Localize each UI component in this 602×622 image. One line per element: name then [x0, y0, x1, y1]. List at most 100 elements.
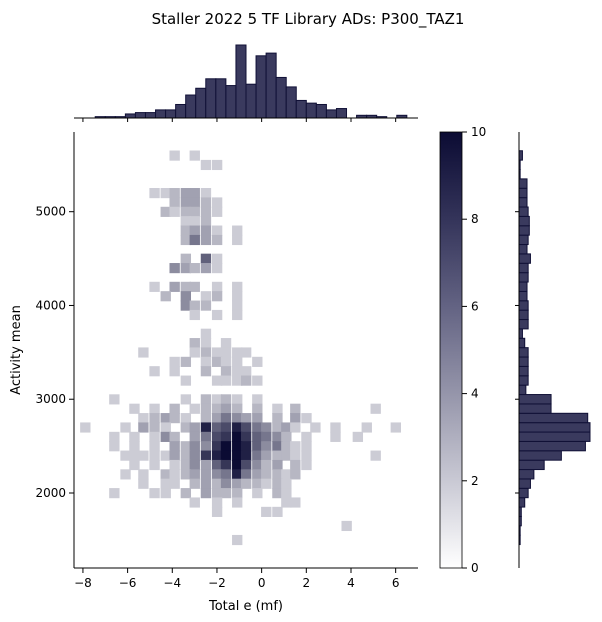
y-marginal-bar [518, 319, 529, 330]
heatmap-cell [109, 441, 120, 452]
heatmap-cell [180, 291, 192, 302]
heatmap-cell [211, 488, 223, 499]
heatmap-cell [200, 197, 212, 208]
heatmap-cell [272, 506, 283, 517]
heatmap-cell [169, 263, 180, 274]
heatmap-cell [252, 356, 263, 367]
heatmap-cell [232, 441, 243, 452]
x-marginal-bar [144, 112, 157, 119]
heatmap-cell [240, 347, 252, 358]
heatmap-cell [220, 488, 232, 499]
heatmap-cell [200, 431, 212, 442]
heatmap-cell [200, 441, 212, 452]
heatmap-cell [220, 413, 232, 424]
heatmap-cell [200, 413, 212, 424]
x-tick-label: −2 [208, 576, 226, 590]
heatmap-cell [169, 188, 180, 199]
heatmap-cell [240, 450, 252, 461]
heatmap-cell [200, 366, 212, 377]
heatmap-cell [211, 450, 223, 461]
heatmap-cell [211, 469, 223, 480]
heatmap-cell [290, 497, 301, 508]
y-marginal-bar [518, 450, 562, 461]
y-marginal-bar [518, 234, 529, 246]
y-marginal-bar [518, 178, 528, 189]
y-marginal-bar [518, 469, 535, 480]
heatmap-cell [232, 366, 243, 377]
heatmap-cell [281, 422, 292, 433]
heatmap-cell [252, 422, 263, 433]
x-tick-label: 6 [392, 576, 400, 590]
heatmap-cell [261, 422, 272, 433]
heatmap-cell [200, 225, 212, 236]
heatmap-cell [189, 281, 200, 292]
heatmap-cell [149, 422, 160, 433]
x-marginal-bar [255, 55, 267, 119]
heatmap-cell [211, 159, 223, 171]
heatmap-cell [252, 403, 263, 414]
heatmap-cell [232, 403, 243, 414]
heatmap-cell [240, 478, 252, 489]
heatmap-cell [189, 469, 200, 480]
heatmap-cell [180, 253, 192, 264]
heatmap-cell [160, 206, 171, 217]
heatmap-cell [211, 309, 223, 321]
heatmap-cell [189, 338, 200, 349]
x-marginal-bar [335, 108, 348, 119]
heatmap-cell [232, 375, 243, 386]
heatmap-cell [180, 216, 192, 227]
heatmap-cell [200, 328, 212, 339]
y-marginal-bar [518, 206, 529, 217]
heatmap-cell [232, 300, 243, 311]
heatmap-cell [370, 403, 381, 414]
heatmap-cell [200, 478, 212, 489]
heatmap-cell [160, 291, 171, 302]
heatmap-cell [211, 347, 223, 358]
heatmap-cell [180, 450, 192, 461]
heatmap-cell [200, 450, 212, 461]
heatmap-cell [189, 431, 200, 442]
heatmap-cell [200, 216, 212, 227]
heatmap-cell [232, 450, 243, 461]
x-marginal-bar [175, 103, 187, 119]
heatmap-cell [232, 413, 243, 424]
heatmap-cell [149, 431, 160, 442]
heatmap-cell [200, 206, 212, 217]
heatmap-cell [211, 206, 223, 217]
heatmap-cell [149, 403, 160, 414]
heatmap-cell [232, 356, 243, 367]
x-tick-label: −6 [119, 576, 137, 590]
heatmap-cell [189, 216, 200, 227]
heatmap-cell [189, 347, 200, 358]
heatmap-cell [281, 497, 292, 508]
y-tick-label: 3000 [35, 392, 66, 406]
heatmap-cell [189, 441, 200, 452]
y-tick-label: 2000 [35, 486, 66, 500]
heatmap-cell [149, 366, 160, 377]
y-marginal-bar [518, 384, 527, 396]
heatmap-cell [240, 366, 252, 377]
y-marginal-histogram [515, 132, 591, 568]
x-marginal-bar [205, 78, 217, 119]
y-marginal-bar [518, 309, 529, 321]
heatmap-cell [232, 422, 243, 433]
heatmap-cell [211, 225, 223, 236]
y-tick-label: 5000 [35, 205, 66, 219]
heatmap-cell [180, 422, 192, 433]
heatmap-cell [109, 431, 120, 442]
heatmap-cell [160, 422, 171, 433]
heatmap-cell [169, 431, 180, 442]
heatmap-cell [169, 478, 180, 489]
x-marginal-bar [265, 52, 277, 119]
y-marginal-bar [518, 300, 529, 311]
y-marginal-bar [518, 375, 529, 386]
heatmap-cell [149, 441, 160, 452]
heatmap-cell [261, 450, 272, 461]
heatmap-cell [169, 441, 180, 452]
heatmap-cell [220, 422, 232, 433]
heatmap-cell [120, 422, 131, 433]
heatmap-cell [109, 488, 120, 499]
heatmap-cell [281, 431, 292, 442]
y-marginal-bar [518, 403, 552, 414]
